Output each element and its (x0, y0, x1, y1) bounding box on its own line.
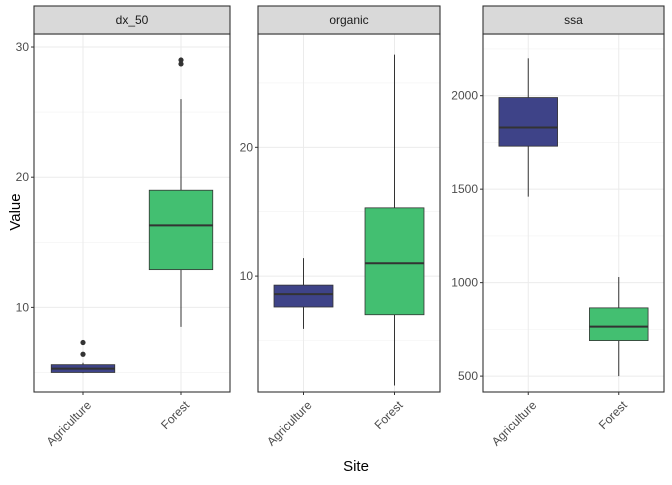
x-tick-label: Forest (596, 398, 630, 432)
box-agriculture (498, 58, 558, 197)
facet-strip (33, 5, 231, 35)
facet-strip (257, 5, 441, 35)
facet-strip-title: ssa (564, 13, 583, 27)
y-tick-label: 20 (16, 170, 30, 184)
outlier-point (80, 351, 86, 357)
x-tick-label: Agriculture (44, 398, 95, 449)
iqr-box (498, 97, 558, 147)
y-tick-label: 30 (16, 40, 30, 54)
iqr-box (273, 284, 334, 308)
y-axis-title: Value (7, 193, 24, 230)
facet-strip-title: organic (329, 13, 368, 27)
outlier-point (80, 339, 86, 346)
box-forest (589, 277, 649, 377)
box-agriculture (273, 258, 334, 329)
outlier-point (178, 61, 184, 67)
y-tick-label: 500 (458, 369, 478, 383)
y-tick-label: 1500 (451, 182, 478, 196)
iqr-box (148, 189, 214, 271)
y-tick-label: 20 (240, 140, 254, 154)
y-tick-label: 2000 (451, 89, 478, 103)
facet-panel-organic: organic 10 20 Agriculture Forest (240, 5, 441, 449)
x-tick-label: Forest (372, 398, 406, 432)
x-tick-label: Agriculture (264, 398, 315, 449)
x-tick-label: Forest (158, 398, 192, 432)
facet-strip-title: dx_50 (116, 13, 149, 27)
y-tick-label: 1000 (451, 276, 478, 290)
facet-panel-ssa: ssa 500 1000 1500 2000 Agriculture Forest (451, 5, 665, 449)
x-tick-label: Agriculture (489, 398, 540, 449)
x-axis-title: Site (343, 458, 369, 475)
iqr-box (589, 307, 649, 341)
iqr-box (364, 207, 425, 316)
box-agriculture (50, 339, 116, 374)
box-forest (364, 54, 425, 386)
facet-panel-dx-50: dx_50 10 20 30 Agriculture Forest (16, 5, 231, 449)
facet-strip (482, 5, 665, 35)
y-tick-label: 10 (240, 269, 254, 283)
y-tick-label: 10 (16, 300, 30, 314)
facet-panels: dx_50 10 20 30 Agriculture Forest organic 10 20 A… (16, 5, 665, 449)
outlier-point (178, 57, 184, 63)
box-forest (148, 57, 214, 327)
